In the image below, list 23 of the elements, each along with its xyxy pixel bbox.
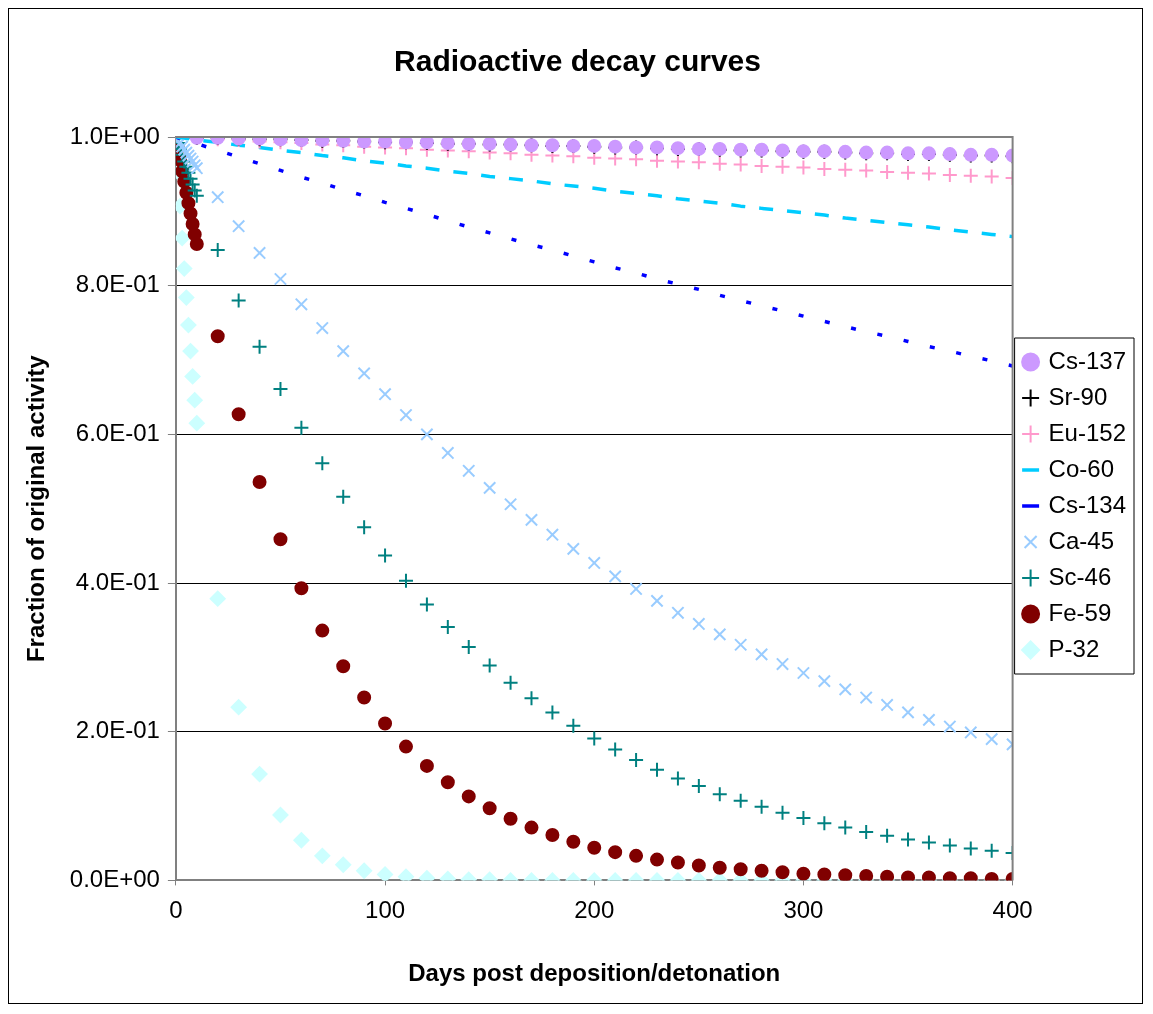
x-tick-label: 0: [169, 896, 183, 924]
y-tick-label: 4.0E-01: [75, 567, 160, 595]
legend-label: Co-60: [1048, 454, 1114, 482]
x-tick-label: 200: [574, 896, 615, 924]
legend-label: Sc-46: [1048, 562, 1112, 590]
legend-label: Ca-45: [1048, 526, 1114, 554]
y-tick-label: 1.0E+00: [69, 121, 160, 149]
x-tick-label: 400: [992, 896, 1033, 924]
y-axis-title: Fraction of original activity: [22, 354, 50, 663]
legend-label: Eu-152: [1048, 418, 1126, 446]
x-tick-label: 300: [783, 896, 824, 924]
y-tick-label: 2.0E-01: [75, 716, 160, 744]
legend-label: Sr-90: [1048, 382, 1108, 410]
x-tick-label: 100: [365, 896, 406, 924]
y-tick-label: 6.0E-01: [75, 418, 160, 446]
legend-label: Cs-134: [1048, 490, 1126, 518]
legend-label: Cs-137: [1048, 346, 1126, 374]
legend-label: Fe-59: [1048, 598, 1112, 626]
y-tick-label: 8.0E-01: [75, 270, 160, 298]
legend-label: P-32: [1048, 634, 1100, 662]
x-axis-title: Days post deposition/detonation: [408, 959, 781, 987]
chart-title: Radioactive decay curves: [394, 44, 761, 78]
y-tick-label: 0.0E+00: [69, 865, 160, 893]
